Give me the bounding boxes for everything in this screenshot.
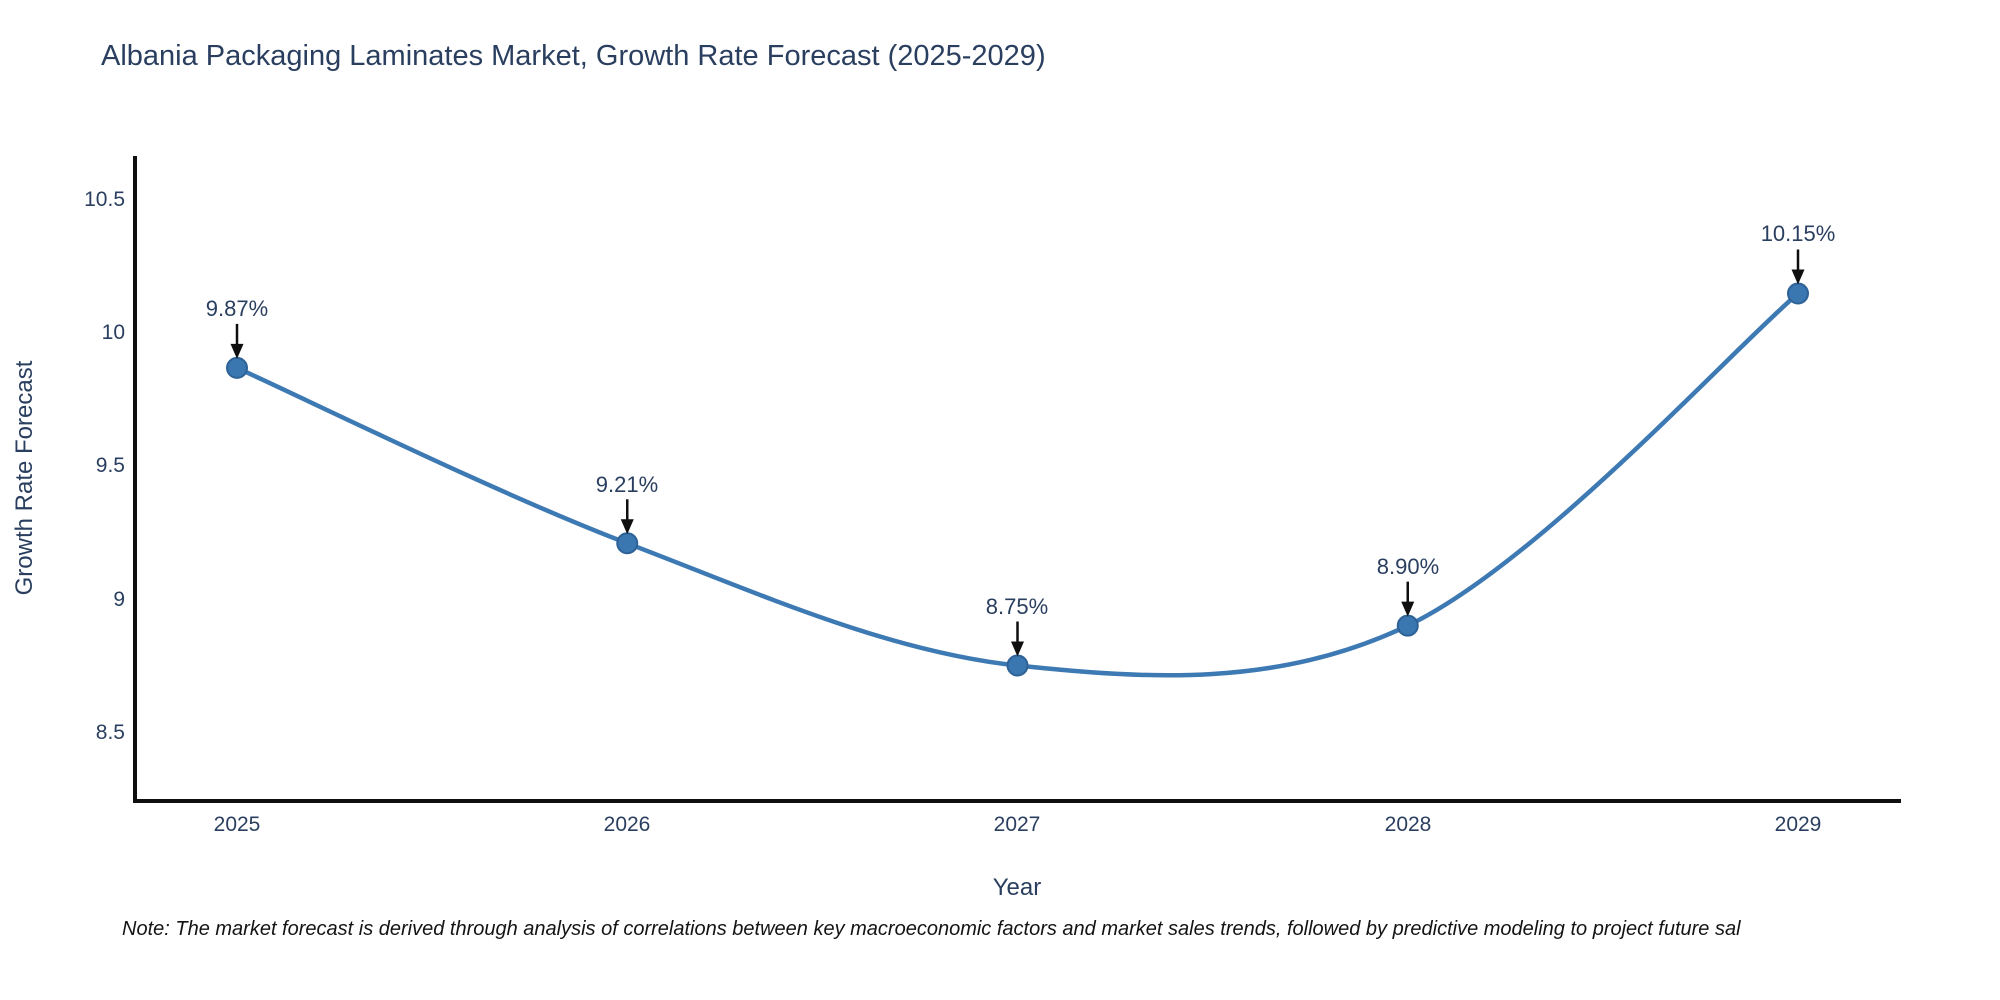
x-tick-label: 2025: [213, 813, 261, 836]
x-axis-title: Year: [992, 874, 1042, 901]
chart-title: Albania Packaging Laminates Market, Grow…: [101, 40, 1046, 72]
data-point-marker: [1787, 282, 1809, 305]
annotation-arrow-head: [1401, 601, 1415, 617]
y-tick-label: 10.5: [84, 188, 125, 211]
data-label: 8.75%: [985, 594, 1049, 619]
data-point-marker: [226, 356, 248, 379]
x-tick-label: 2028: [1384, 813, 1432, 836]
y-tick-label: 9: [113, 588, 125, 611]
footnote: Note: The market forecast is derived thr…: [122, 918, 1741, 940]
annotation-arrow-head: [620, 519, 634, 535]
annotation-arrow-head: [1791, 269, 1805, 285]
y-tick-label: 10: [101, 321, 125, 344]
annotation-arrow-head: [230, 343, 244, 359]
data-point-marker: [616, 532, 639, 555]
y-tick-label: 8.5: [95, 721, 125, 744]
x-tick-label: 2029: [1774, 813, 1822, 836]
data-point-marker: [1396, 614, 1419, 637]
y-tick-label: 9.5: [95, 454, 125, 477]
x-tick-label: 2026: [603, 813, 651, 836]
x-tick-label: 2027: [993, 813, 1041, 836]
y-axis-title: Growth Rate Forecast: [11, 360, 38, 596]
data-point-marker: [1006, 654, 1029, 677]
data-label: 9.21%: [595, 472, 659, 497]
axis-lines: [133, 156, 1901, 803]
annotation-arrow-head: [1011, 641, 1024, 657]
data-label: 8.90%: [1376, 554, 1440, 579]
data-label: 10.15%: [1760, 221, 1836, 246]
data-label: 9.87%: [205, 296, 269, 321]
